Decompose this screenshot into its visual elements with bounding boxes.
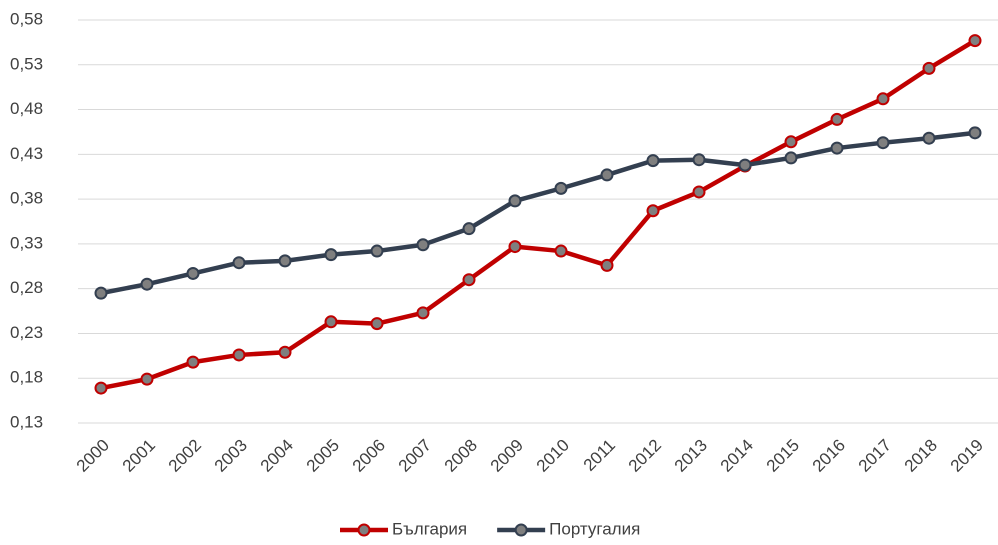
- marker: [508, 240, 522, 254]
- x-tick-label: 2014: [717, 436, 757, 476]
- legend-label: Португалия: [549, 519, 640, 538]
- x-tick-label: 2015: [763, 436, 803, 476]
- x-tick-label: 2016: [809, 436, 849, 476]
- y-tick-label: 0,23: [10, 323, 43, 342]
- y-tick-label: 0,28: [10, 278, 43, 297]
- marker: [968, 126, 982, 140]
- marker: [692, 185, 706, 199]
- marker: [600, 168, 614, 182]
- marker: [830, 112, 844, 126]
- x-tick-label: 2013: [671, 436, 711, 476]
- legend-marker: [514, 523, 528, 537]
- marker: [232, 348, 246, 362]
- marker: [876, 92, 890, 106]
- marker: [646, 154, 660, 168]
- marker: [600, 258, 614, 272]
- x-tick-label: 2007: [395, 436, 435, 476]
- y-tick-label: 0,33: [10, 233, 43, 252]
- marker: [738, 158, 752, 172]
- x-tick-label: 2019: [947, 436, 987, 476]
- marker: [692, 153, 706, 167]
- marker: [508, 194, 522, 208]
- marker: [278, 345, 292, 359]
- marker: [416, 306, 430, 320]
- marker: [784, 135, 798, 149]
- marker: [324, 248, 338, 262]
- marker: [876, 136, 890, 150]
- marker: [370, 317, 384, 331]
- x-tick-label: 2001: [119, 436, 159, 476]
- y-tick-label: 0,38: [10, 189, 43, 208]
- marker: [784, 151, 798, 165]
- marker: [462, 222, 476, 236]
- y-tick-label: 0,18: [10, 368, 43, 387]
- y-tick-label: 0,53: [10, 54, 43, 73]
- series-line: [100, 130, 976, 296]
- marker: [646, 204, 660, 218]
- marker: [232, 256, 246, 270]
- x-tick-label: 2017: [855, 436, 895, 476]
- marker: [186, 266, 200, 280]
- marker: [922, 131, 936, 145]
- x-tick-label: 2010: [533, 436, 573, 476]
- x-tick-label: 2012: [625, 436, 665, 476]
- series-line: [100, 38, 977, 391]
- x-tick-label: 2002: [165, 436, 205, 476]
- marker: [140, 277, 154, 291]
- y-tick-label: 0,13: [10, 412, 43, 431]
- legend-label: България: [392, 519, 467, 538]
- marker: [324, 315, 338, 329]
- marker: [554, 181, 568, 195]
- legend-marker: [357, 523, 371, 537]
- marker: [370, 244, 384, 258]
- x-tick-label: 2009: [487, 436, 527, 476]
- x-tick-label: 2018: [901, 436, 941, 476]
- marker: [416, 238, 430, 252]
- marker: [922, 61, 936, 75]
- x-tick-label: 2008: [441, 436, 481, 476]
- x-tick-label: 2004: [257, 436, 297, 476]
- x-tick-label: 2005: [303, 436, 343, 476]
- marker: [140, 372, 154, 386]
- marker: [94, 286, 108, 300]
- x-tick-label: 2003: [211, 436, 251, 476]
- y-tick-label: 0,43: [10, 144, 43, 163]
- x-tick-label: 2011: [580, 436, 619, 475]
- marker: [968, 34, 982, 48]
- marker: [94, 381, 108, 395]
- x-tick-label: 2006: [349, 436, 389, 476]
- marker: [554, 244, 568, 258]
- marker: [830, 141, 844, 155]
- marker: [462, 273, 476, 287]
- y-tick-label: 0,48: [10, 99, 43, 118]
- y-tick-label: 0,58: [10, 9, 43, 28]
- marker: [186, 355, 200, 369]
- x-tick-label: 2000: [73, 436, 113, 476]
- marker: [278, 254, 292, 268]
